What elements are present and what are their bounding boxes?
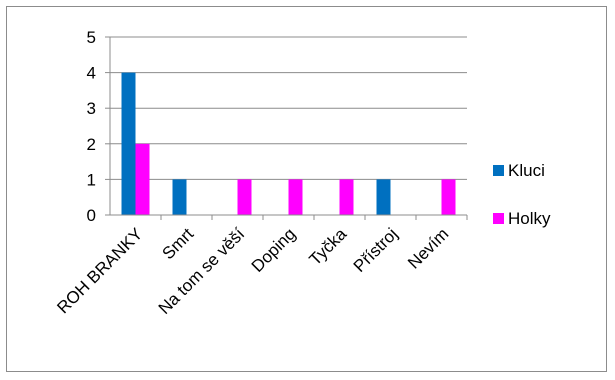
bars xyxy=(121,72,456,215)
y-tick-label: 2 xyxy=(87,135,96,154)
y-tick-labels: 0 1 2 3 4 5 xyxy=(87,28,96,225)
category-label: Tyčka xyxy=(305,224,350,269)
legend: Kluci Holky xyxy=(493,161,551,228)
category-label: ROH BRANKY xyxy=(53,224,146,317)
bar-kluci xyxy=(121,72,136,215)
y-tick-label: 4 xyxy=(87,64,96,83)
bar-holky xyxy=(288,179,303,215)
category-label: Nevím xyxy=(404,224,452,272)
bar-holky xyxy=(339,179,354,215)
legend-swatch-holky xyxy=(493,213,504,224)
bar-holky xyxy=(237,179,252,215)
gridlines xyxy=(110,36,467,180)
y-tick-label: 5 xyxy=(87,28,96,47)
legend-swatch-kluci xyxy=(493,165,504,176)
category-label: Přístroj xyxy=(350,224,402,276)
legend-label-kluci: Kluci xyxy=(508,161,545,180)
y-tick-label: 3 xyxy=(87,99,96,118)
bar-holky xyxy=(441,179,456,215)
category-label: Smrt xyxy=(159,224,198,263)
y-tick-label: 1 xyxy=(87,170,96,189)
bar-holky xyxy=(135,143,150,215)
axes xyxy=(105,36,468,220)
bar-kluci xyxy=(172,179,187,215)
chart-frame xyxy=(6,6,607,372)
y-tick-label: 0 xyxy=(87,206,96,225)
bar-kluci xyxy=(376,179,391,215)
category-label: Doping xyxy=(248,224,300,276)
legend-label-holky: Holky xyxy=(508,209,551,228)
